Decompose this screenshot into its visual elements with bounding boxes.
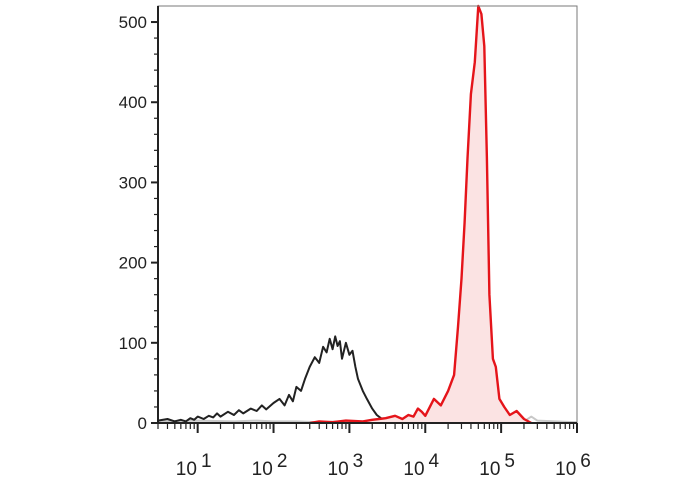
y-tick-label: 200 — [119, 254, 147, 273]
x-tick-label: 10 2 — [252, 451, 288, 480]
y-tick-label: 400 — [119, 93, 147, 112]
y-tick-label: 500 — [119, 13, 147, 32]
plot-frame — [157, 5, 578, 424]
x-tick-label: 10 1 — [176, 451, 212, 480]
y-tick-label: 0 — [138, 414, 147, 433]
series-0-area — [309, 6, 532, 423]
series-0-line — [309, 4, 532, 425]
series-1-line — [157, 335, 396, 424]
y-ticks: 0 100 200 300 400 500 — [119, 13, 158, 433]
y-tick-label: 300 — [119, 173, 147, 192]
y-tick-label: 100 — [119, 334, 147, 353]
x-tick-label: 10 4 — [403, 451, 439, 480]
x-ticks: 10 1 10 2 10 3 10 4 10 5 10 6 — [157, 423, 591, 480]
series-layer — [157, 4, 578, 425]
x-tick-label: 10 6 — [555, 451, 591, 480]
x-tick-label: 10 5 — [479, 451, 515, 480]
x-tick-label: 10 3 — [328, 451, 364, 480]
